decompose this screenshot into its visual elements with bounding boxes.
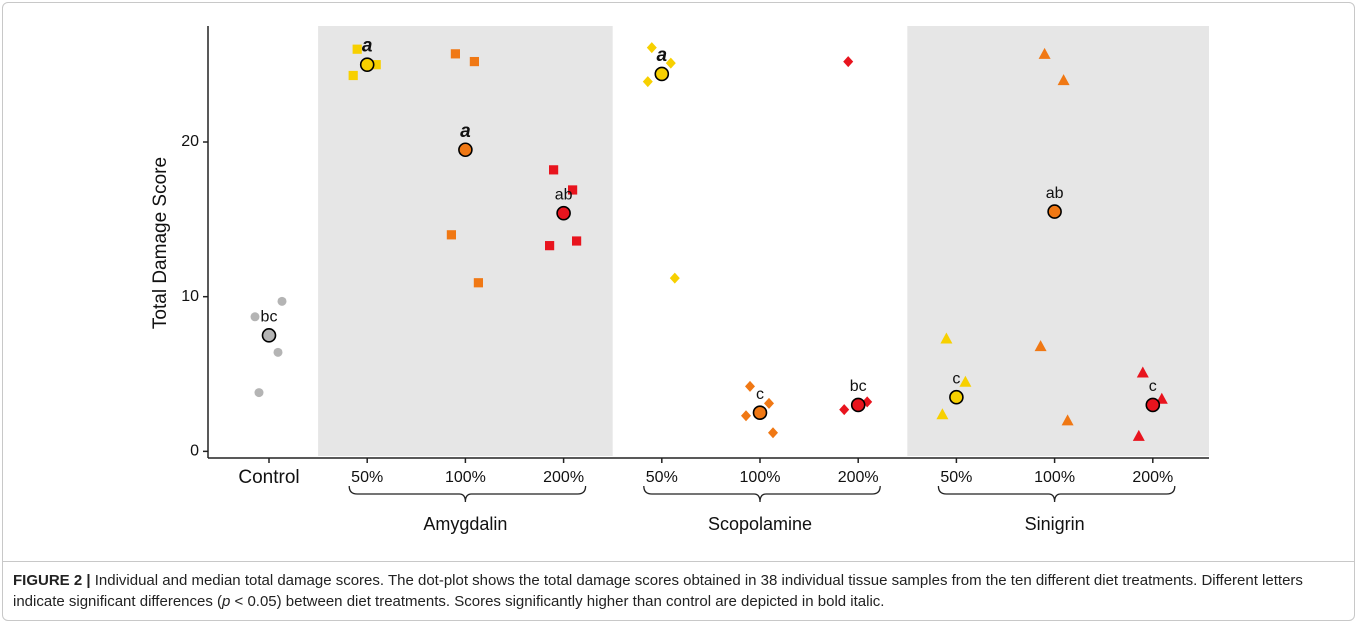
data-point bbox=[936, 408, 949, 420]
x-tick-label: 50% bbox=[646, 469, 678, 486]
data-point bbox=[250, 312, 260, 322]
chart: Total Damage Score 0 10 20 Control bc 50% a 100… bbox=[150, 26, 1209, 534]
median-marker bbox=[850, 397, 866, 413]
significance-letter: c bbox=[756, 386, 764, 403]
median-marker bbox=[458, 142, 473, 158]
x-tick-label: 50% bbox=[351, 469, 383, 486]
data-point bbox=[446, 230, 456, 240]
group-bracket bbox=[348, 485, 587, 503]
data-point bbox=[545, 241, 555, 251]
significance-letter: ab bbox=[555, 186, 573, 203]
median-marker bbox=[359, 57, 375, 72]
x-tick-label: 100% bbox=[1034, 469, 1075, 486]
data-point bbox=[254, 388, 264, 398]
median-marker bbox=[752, 405, 768, 420]
data-point bbox=[572, 236, 582, 246]
median-marker bbox=[949, 389, 964, 405]
group-label: Scopolamine bbox=[708, 514, 812, 534]
x-tick-label: 200% bbox=[838, 469, 879, 486]
x-tick-label: 100% bbox=[445, 469, 486, 486]
significance-letter: c bbox=[1149, 378, 1157, 395]
x-tick-label: Control bbox=[238, 467, 299, 488]
y-axis-label: Total Damage Score bbox=[150, 157, 171, 329]
data-point bbox=[665, 57, 676, 69]
data-point bbox=[348, 70, 358, 81]
x-tick-label: 200% bbox=[543, 469, 584, 486]
significance-letter: bc bbox=[850, 378, 867, 395]
median-marker bbox=[556, 205, 571, 221]
significance-letter: bc bbox=[261, 309, 278, 326]
group-bracket bbox=[937, 485, 1176, 503]
data-point bbox=[1038, 47, 1051, 59]
group-band bbox=[318, 26, 613, 456]
data-point bbox=[549, 165, 559, 175]
median-marker bbox=[1047, 204, 1062, 219]
significance-letter: a bbox=[362, 36, 373, 57]
significance-letter: a bbox=[460, 121, 471, 142]
median-marker bbox=[261, 328, 277, 343]
x-tick-label: 100% bbox=[740, 469, 781, 486]
caption-text: p bbox=[222, 593, 231, 610]
data-point bbox=[1132, 429, 1145, 441]
significance-letter: ab bbox=[1046, 185, 1064, 202]
data-point bbox=[1057, 74, 1070, 86]
data-point bbox=[273, 347, 283, 357]
data-point bbox=[642, 76, 653, 88]
data-point bbox=[1136, 366, 1149, 378]
group-band bbox=[907, 26, 1209, 456]
median-marker bbox=[654, 66, 670, 82]
y-tick-label: 20 bbox=[181, 133, 199, 150]
group-label: Sinigrin bbox=[1025, 514, 1085, 534]
x-tick-label: 50% bbox=[940, 469, 972, 486]
data-point bbox=[1034, 340, 1047, 352]
y-tick-label: 0 bbox=[190, 443, 199, 460]
data-point bbox=[277, 296, 287, 306]
data-point bbox=[469, 56, 479, 67]
data-point bbox=[745, 380, 755, 392]
data-point bbox=[371, 60, 381, 70]
significance-letter: c bbox=[952, 370, 960, 387]
data-point bbox=[764, 397, 774, 409]
x-tick-label: 200% bbox=[1132, 469, 1173, 486]
data-point bbox=[473, 278, 483, 288]
y-tick-label: 10 bbox=[181, 288, 199, 305]
data-point bbox=[959, 375, 972, 387]
median-marker bbox=[1145, 397, 1161, 413]
group-label: Amygdalin bbox=[423, 514, 507, 534]
caption-text: < 0.05) between diet treatments. Scores … bbox=[230, 593, 885, 610]
data-point bbox=[940, 332, 953, 344]
data-point bbox=[768, 427, 778, 439]
group-bracket bbox=[643, 485, 881, 503]
data-point bbox=[450, 49, 460, 59]
significance-letter: a bbox=[657, 45, 668, 66]
data-point bbox=[741, 410, 751, 422]
data-point bbox=[839, 404, 850, 416]
data-point bbox=[568, 185, 578, 195]
data-point bbox=[352, 44, 362, 54]
caption-text: Individual and median total damage score… bbox=[13, 572, 1303, 610]
caption-label: FIGURE 2 | bbox=[13, 572, 91, 589]
data-point bbox=[669, 272, 680, 284]
data-point bbox=[1061, 414, 1074, 426]
data-point bbox=[646, 42, 657, 54]
caption: FIGURE 2 | Individual and median total d… bbox=[3, 561, 1354, 612]
data-point bbox=[843, 56, 854, 68]
